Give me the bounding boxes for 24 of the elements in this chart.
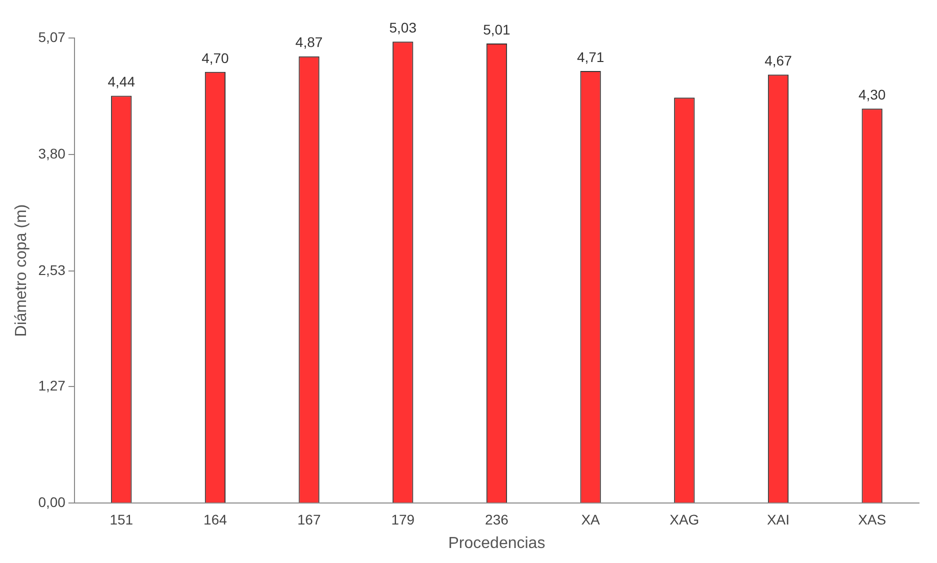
y-tick-label: 2,53 <box>38 262 66 278</box>
data-label: 4,44 <box>108 74 136 90</box>
y-axis-title: Diámetro copa (m) <box>13 204 30 337</box>
x-tick-label: XAS <box>858 511 886 528</box>
x-tick-label: XAG <box>670 511 700 528</box>
x-tick-label: 167 <box>297 511 321 528</box>
y-tick-label: 3,80 <box>38 145 66 162</box>
x-tick-label: 179 <box>391 511 415 528</box>
data-label: 4,87 <box>295 34 323 50</box>
data-label: 4,71 <box>576 48 604 65</box>
data-label: 5,01 <box>483 21 511 38</box>
data-label: 4,30 <box>858 86 886 102</box>
data-label: 4,70 <box>202 50 230 66</box>
x-tick-label: 151 <box>110 511 134 528</box>
y-tick-label: 0,00 <box>38 494 66 510</box>
y-tick-label: 1,27 <box>38 377 66 394</box>
x-axis-title: Procedencias <box>448 534 546 552</box>
x-tick-label: 236 <box>485 511 509 528</box>
data-label: 4,67 <box>764 52 792 69</box>
x-tick-label: XA <box>581 511 601 528</box>
x-tick-label: XAI <box>766 511 790 528</box>
x-tick-label: 164 <box>204 511 228 528</box>
y-tick-label: 5,07 <box>38 28 66 45</box>
data-label: 5,03 <box>389 20 417 36</box>
